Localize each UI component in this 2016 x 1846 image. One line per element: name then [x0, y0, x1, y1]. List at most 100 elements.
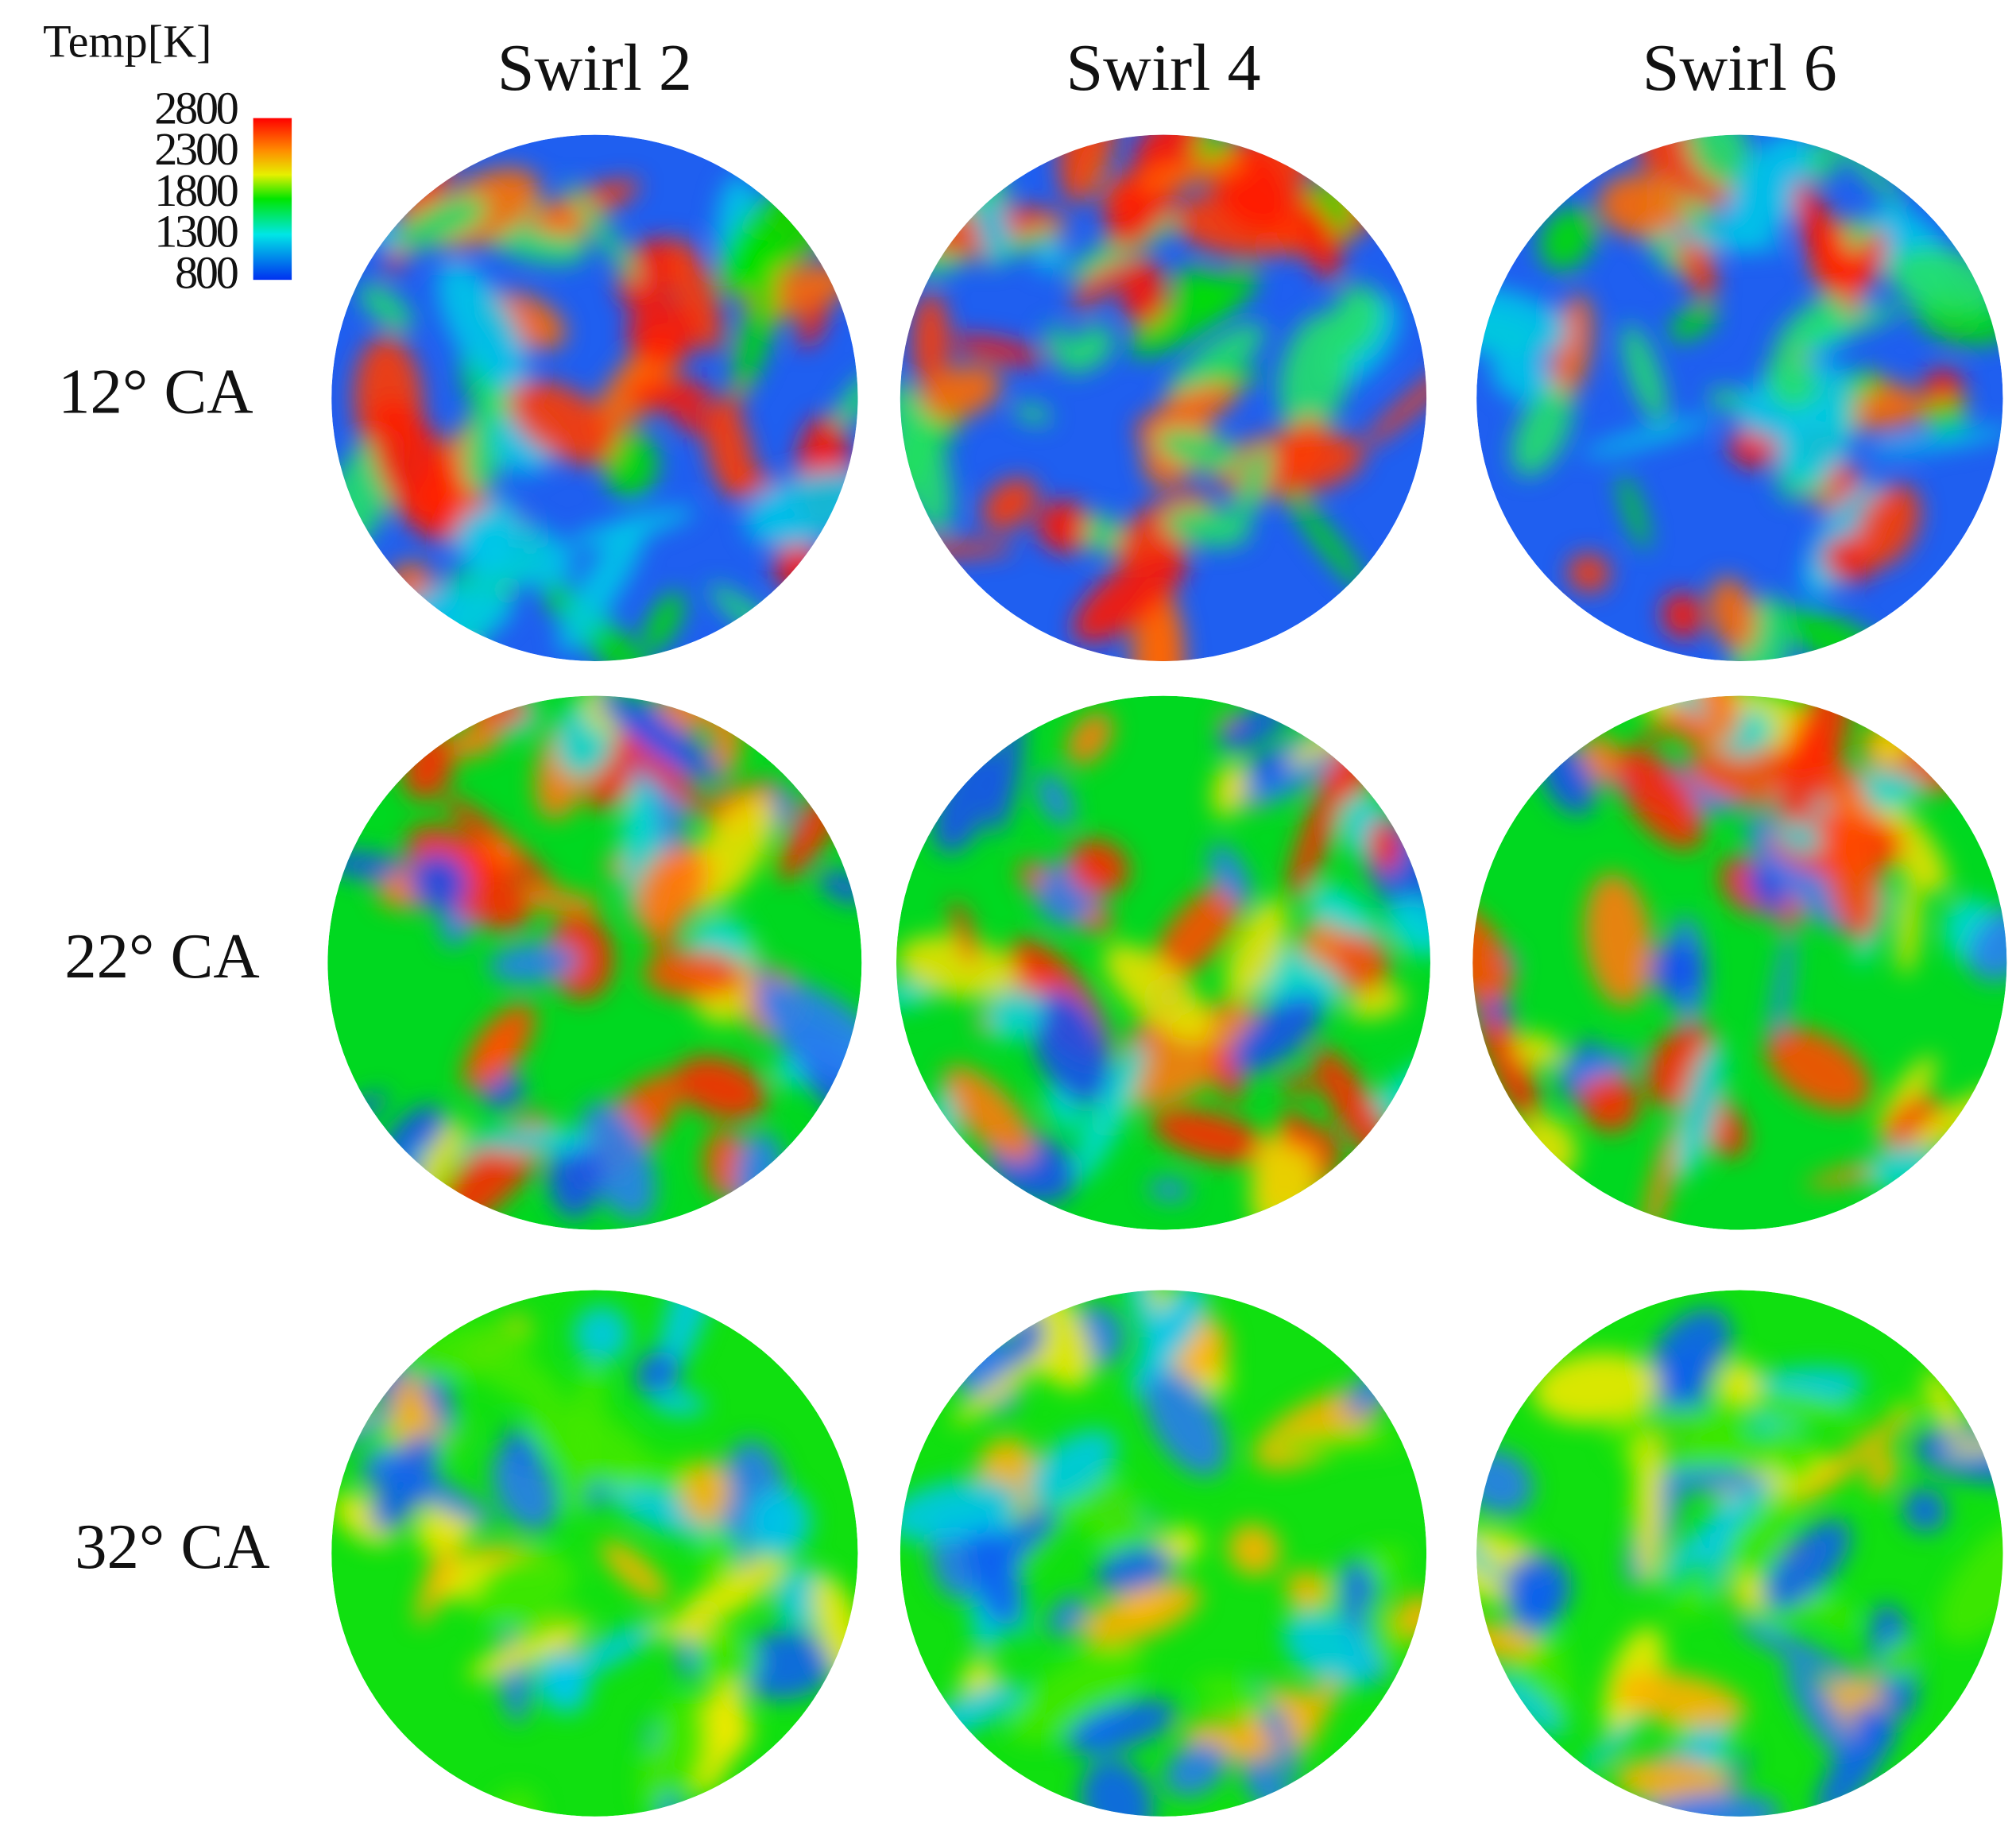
contour-blob — [358, 284, 413, 331]
contour-blob — [1283, 416, 1323, 477]
contour-blob — [643, 950, 746, 1000]
contour-blob — [1080, 1759, 1154, 1817]
contour-blob — [657, 1290, 719, 1381]
contour-blob — [1509, 1575, 1562, 1635]
contour-blob — [1846, 230, 1886, 300]
contour-blob — [1234, 443, 1273, 526]
contour-blob — [696, 1528, 741, 1573]
contour-blob — [1763, 1519, 1852, 1611]
contour-blob — [1036, 500, 1093, 553]
row-label: 12° CA — [58, 356, 253, 427]
contour-blob — [469, 495, 517, 589]
column-label: Swirl 6 — [1643, 31, 1837, 105]
contour-blob — [1615, 1758, 1732, 1805]
contour-blob — [1395, 1594, 1427, 1642]
contour-blob — [963, 1513, 1022, 1627]
contour-blob — [1924, 1369, 1964, 1438]
contour-blob — [1937, 1519, 2003, 1644]
contour-blob — [1622, 323, 1667, 425]
contour-blob — [491, 1444, 559, 1532]
contour-blob — [1579, 1719, 1640, 1776]
contour-blob — [1286, 490, 1367, 592]
contour-panel — [331, 134, 858, 661]
contour-panel — [1476, 1290, 2003, 1817]
contour-blob — [1151, 880, 1244, 984]
contour-blob — [573, 1305, 630, 1364]
contour-blob — [1118, 1290, 1168, 1381]
contour-blob — [1866, 427, 2003, 455]
contour-blobs — [900, 134, 1427, 661]
contour-blob — [1104, 943, 1212, 1042]
contour-blob — [799, 297, 828, 348]
contour-blob — [1649, 942, 1705, 998]
contour-blob — [1195, 378, 1238, 414]
contour-blobs — [900, 1290, 1427, 1817]
contour-blob — [1035, 772, 1074, 826]
contour-panel — [327, 695, 862, 1230]
contour-blob — [1014, 403, 1051, 424]
contour-blob — [558, 516, 648, 653]
contour-blob — [1207, 367, 1262, 386]
contour-blob — [668, 238, 723, 353]
contour-blob — [725, 470, 776, 491]
contour-blob — [1073, 548, 1188, 643]
contour-blob — [735, 1630, 835, 1700]
contour-blob — [1212, 760, 1248, 819]
contour-blob — [1614, 1671, 1747, 1728]
contour-blob — [1657, 1476, 1774, 1585]
contour-blob — [562, 1362, 606, 1518]
contour-blob — [1123, 1001, 1259, 1107]
contour-blob — [601, 1540, 668, 1602]
contour-blob — [1584, 873, 1653, 1007]
contour-blob — [1865, 793, 1948, 893]
contour-blob — [1167, 323, 1265, 402]
contour-blob — [370, 1433, 439, 1532]
colorbar-tick-label: 1800 — [154, 164, 238, 216]
contour-blob — [1174, 268, 1228, 312]
contour-blob — [1066, 711, 1113, 765]
contour-blob — [1786, 1661, 1858, 1768]
contour-blob — [1923, 401, 1968, 433]
contour-blob — [406, 825, 531, 931]
contour-blob — [1472, 899, 1513, 1003]
contour-blob — [1364, 1597, 1403, 1674]
contour-blob — [942, 1065, 1035, 1163]
contour-blob — [534, 1650, 590, 1714]
contour-blob — [834, 370, 858, 425]
contour-blob — [1151, 1109, 1269, 1163]
contour-blob — [1131, 586, 1186, 661]
contour-blob — [1073, 261, 1124, 310]
contour-blob — [1225, 899, 1288, 1002]
contour-blob — [1119, 257, 1167, 326]
contour-blob — [1070, 325, 1113, 370]
contour-blob — [627, 298, 698, 366]
contour-blob — [1670, 1581, 1713, 1617]
contour-blob — [467, 1618, 590, 1680]
contour-blob — [1490, 350, 1554, 404]
contour-blob — [1330, 933, 1390, 993]
contour-blob — [1768, 926, 1794, 1067]
contour-blob — [1662, 591, 1704, 639]
contour-blob — [676, 1558, 784, 1628]
contour-blob — [408, 852, 468, 911]
colorbar-tick-label: 1300 — [154, 206, 238, 257]
contour-blob — [1675, 1039, 1725, 1178]
contour-blob — [1367, 819, 1401, 873]
contour-panel — [1472, 695, 2007, 1230]
contour-blob — [1597, 173, 1681, 238]
contour-blob — [1701, 695, 1739, 743]
contour-blob — [1765, 351, 1818, 412]
contour-blob — [508, 380, 617, 465]
contour-blob — [1554, 1051, 1639, 1082]
contour-blob — [951, 1350, 1051, 1426]
panels — [327, 134, 2007, 1817]
contour-blob — [1532, 1352, 1659, 1424]
column-label: Swirl 4 — [1066, 31, 1260, 105]
contour-blob — [1816, 1712, 1895, 1817]
contour-blob — [1163, 1742, 1228, 1797]
row-label: 32° CA — [75, 1511, 269, 1582]
contour-panel — [896, 695, 1430, 1230]
contour-blob — [1151, 1290, 1207, 1359]
